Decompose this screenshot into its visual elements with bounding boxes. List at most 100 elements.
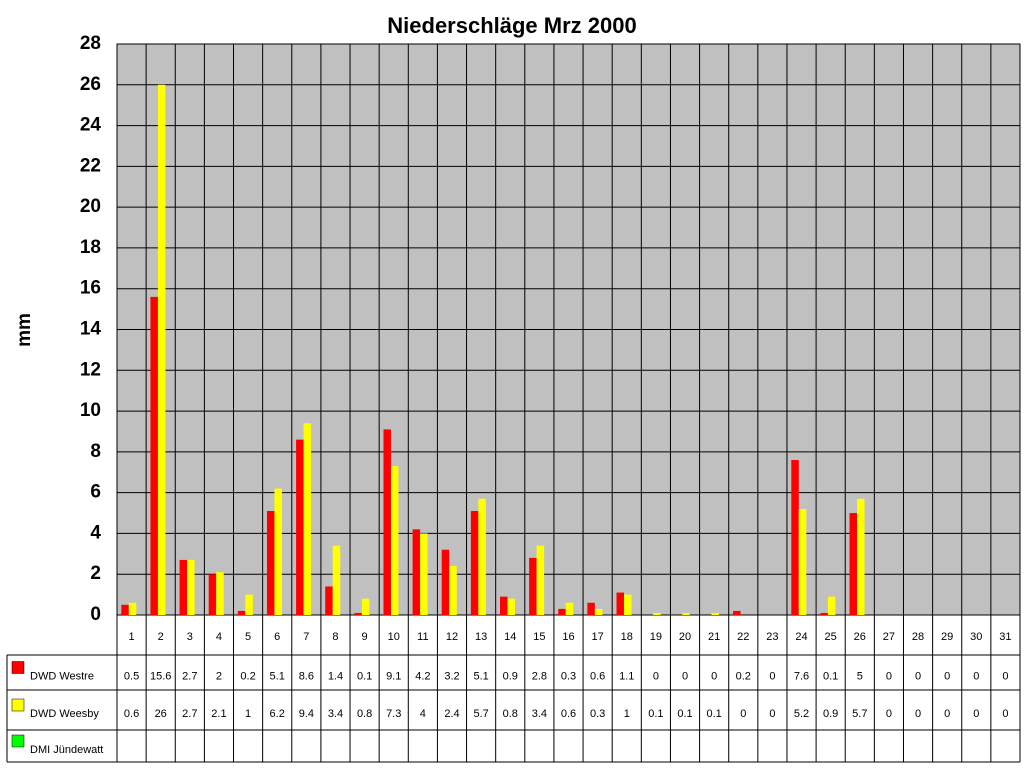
legend-label: DWD Westre [30,670,94,682]
y-tick-label: 18 [80,237,101,258]
table-cell: 0.9 [503,670,518,682]
bar [216,572,224,615]
legend-key [11,661,25,674]
table-cell: 0 [1002,708,1008,720]
bar [245,594,253,615]
table-cell: 0.9 [823,708,838,720]
bar [711,612,719,615]
table-cell: 0 [769,670,775,682]
y-tick-label: 4 [90,522,101,543]
table-cell: 5.1 [270,670,285,682]
bar [653,612,661,615]
table-cell: 26 [155,708,167,720]
x-tick-label: 12 [446,631,458,643]
bar [587,602,595,615]
table-cell: 0.8 [357,708,372,720]
bar [325,586,333,615]
bar [354,612,362,615]
x-tick-label: 30 [970,631,982,643]
table-cell: 0 [886,670,892,682]
x-tick-label: 25 [825,631,837,643]
y-tick-label: 24 [80,115,102,136]
x-tick-label: 17 [592,631,604,643]
table-cell: 5.2 [794,708,809,720]
x-tick-label: 20 [679,631,691,643]
bar [849,513,858,615]
table-cell: 0 [1002,670,1008,682]
bar [390,466,399,615]
x-tick-label: 27 [883,631,895,643]
table-cell: 8.6 [299,670,314,682]
bar [420,533,428,615]
table-cell: 0.1 [706,708,721,720]
table-cell: 5.7 [473,708,488,720]
bar [128,602,137,615]
bar [383,429,391,615]
bar [820,612,828,615]
bar [791,460,799,615]
table-cell: 2.1 [211,708,226,720]
table-cell: 0.8 [503,708,518,720]
table-cell: 0 [682,670,688,682]
y-tick-label: 26 [80,74,101,95]
y-tick-label: 8 [90,441,101,462]
table-cell: 5 [857,670,863,682]
bar [478,498,486,615]
table-cell: 0.5 [124,670,139,682]
table-cell: 7.3 [386,708,401,720]
x-tick-label: 24 [795,631,807,643]
bar [412,529,421,615]
table-cell: 0.3 [590,708,605,720]
x-tick-label: 28 [912,631,924,643]
x-tick-label: 18 [621,631,633,643]
table-cell: 3.4 [328,708,343,720]
bar [332,545,341,615]
x-tick-label: 1 [129,631,135,643]
table-cell: 0.1 [357,670,372,682]
x-tick-label: 22 [737,631,749,643]
table-cell: 9.1 [386,670,401,682]
table-cell: 0 [915,670,921,682]
bar [296,439,304,615]
y-tick-label: 2 [90,563,101,584]
bar [507,598,515,615]
bar [150,296,158,615]
table-cell: 3.2 [444,670,459,682]
table-cell: 0 [711,670,717,682]
table-cell: 0.2 [240,670,255,682]
table-cell: 0 [886,708,892,720]
legend-label: DMI Jündewatt [30,744,103,756]
x-tick-label: 6 [274,631,280,643]
bar [449,566,457,615]
y-tick-label: 20 [80,196,101,217]
bar [208,574,217,615]
x-tick-label: 16 [562,631,574,643]
table-cell: 2.7 [182,670,197,682]
x-tick-label: 26 [854,631,866,643]
x-tick-label: 7 [303,631,309,643]
bar [529,557,537,615]
x-tick-label: 5 [245,631,251,643]
bar [536,545,545,615]
bar [733,610,741,615]
table-cell: 0 [915,708,921,720]
bar [303,423,312,615]
x-tick-label: 8 [332,631,338,643]
table-cell: 0.6 [561,708,576,720]
table-cell: 0 [769,708,775,720]
y-tick-label: 14 [80,319,102,340]
y-tick-label: 12 [80,359,101,380]
bar [441,549,450,615]
bar [266,510,275,615]
table-cell: 6.2 [270,708,285,720]
bar [274,488,282,615]
table-cell: 0 [973,670,979,682]
table-cell: 0 [653,670,659,682]
bar [624,594,632,615]
bar [237,610,246,615]
table-cell: 0.6 [124,708,139,720]
y-tick-label: 6 [90,482,101,503]
chart-title: Niederschläge Mrz 2000 [387,13,636,38]
table-cell: 0.2 [736,670,751,682]
